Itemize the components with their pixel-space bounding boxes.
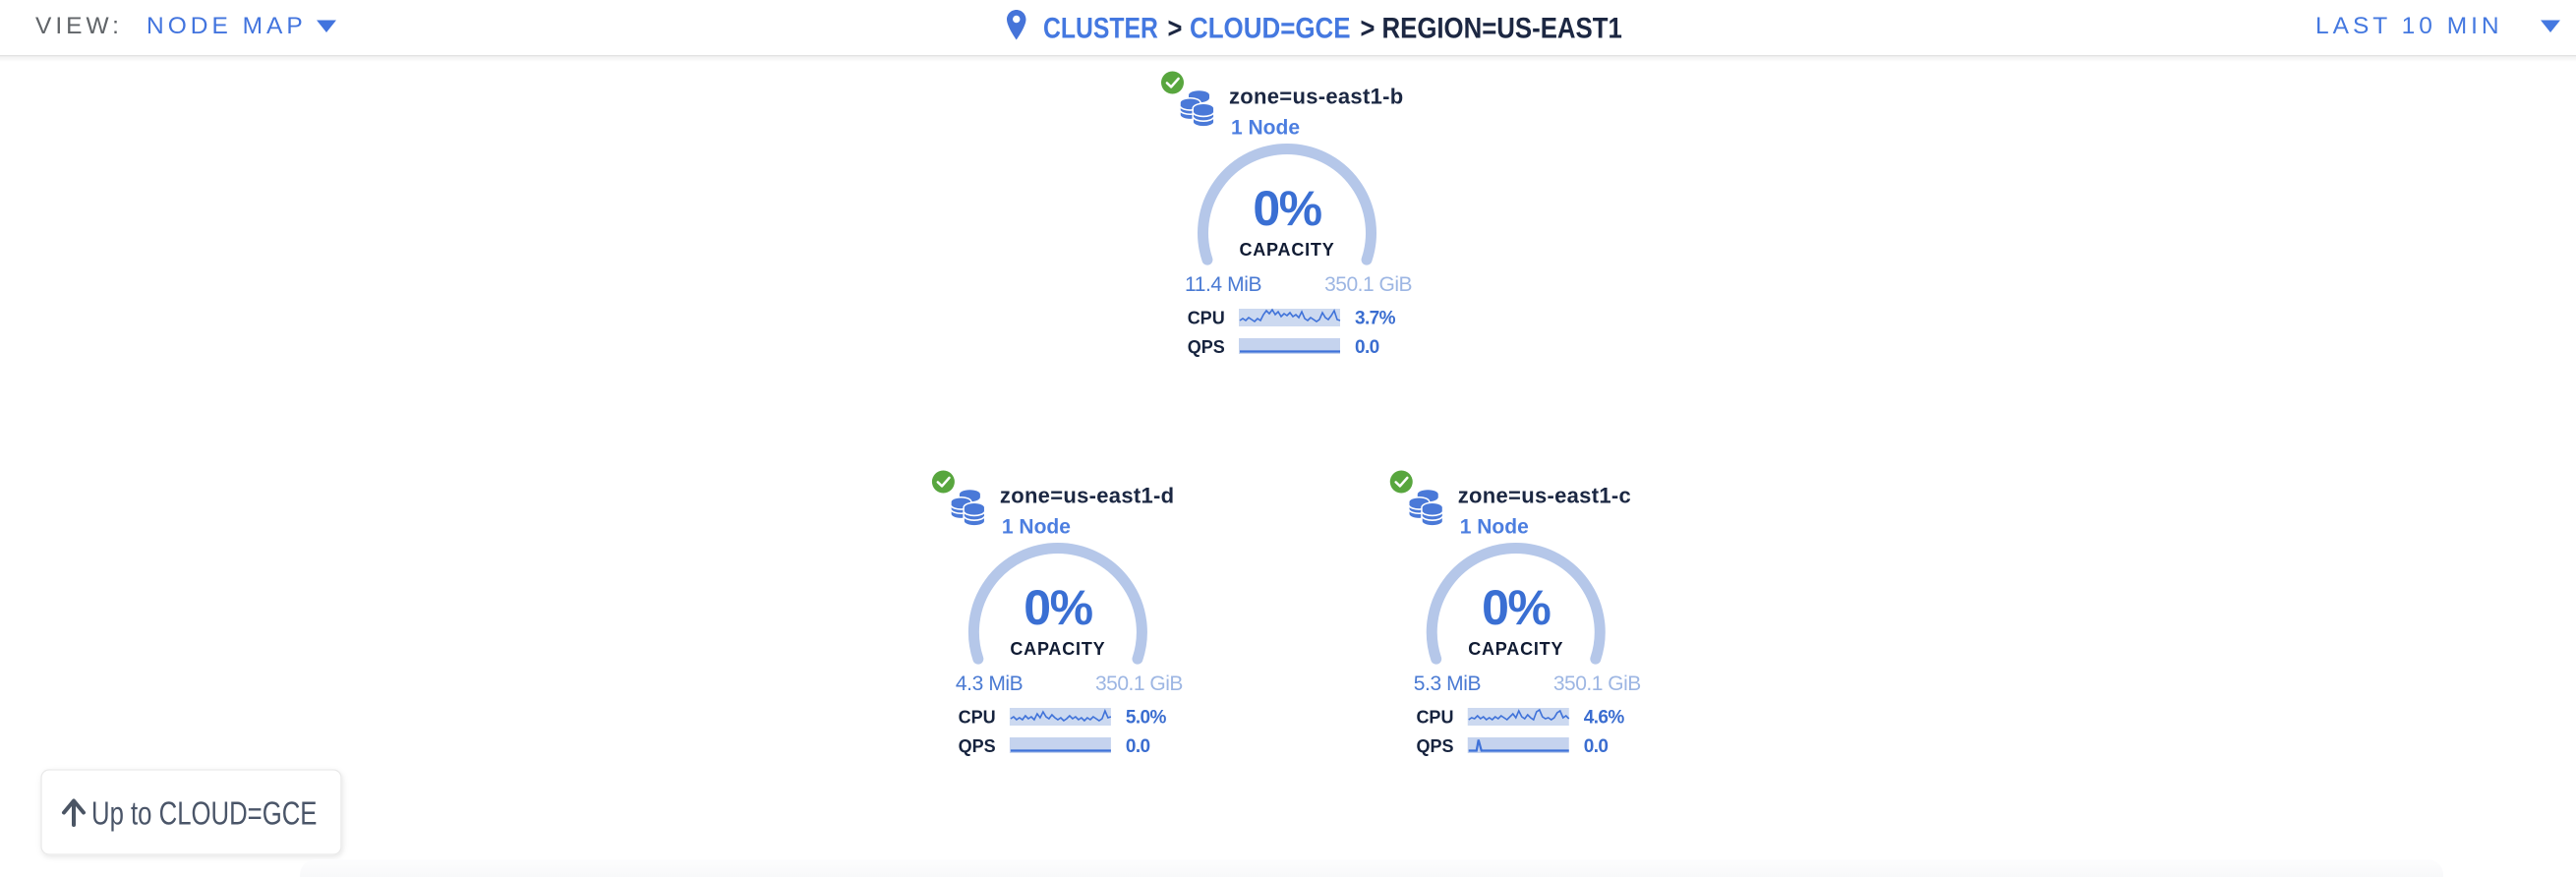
svg-text:350.1 GiB: 350.1 GiB [1095,672,1183,695]
svg-text:CLOUD=GCE: CLOUD=GCE [1190,12,1351,44]
svg-text:NODE MAP: NODE MAP [146,13,307,39]
svg-text:350.1 GiB: 350.1 GiB [1553,672,1641,695]
svg-text:4.3 MiB: 4.3 MiB [956,672,1023,695]
svg-text:CPU: CPU [959,707,996,727]
svg-text:zone=us-east1-c: zone=us-east1-c [1458,484,1631,508]
svg-text:5.3 MiB: 5.3 MiB [1414,672,1481,695]
svg-text:>: > [1168,12,1183,44]
svg-text:3.7%: 3.7% [1355,308,1396,328]
svg-text:1 Node: 1 Node [1460,516,1529,539]
svg-text:CAPACITY: CAPACITY [1010,639,1105,659]
svg-text:QPS: QPS [1416,736,1453,756]
svg-text:0.0: 0.0 [1584,736,1609,757]
svg-text:0.0: 0.0 [1126,736,1150,757]
svg-text:CLUSTER: CLUSTER [1043,11,1158,44]
svg-text:0%: 0% [1482,580,1551,635]
svg-text:CAPACITY: CAPACITY [1468,639,1563,659]
svg-text:0%: 0% [1024,580,1092,635]
svg-text:zone=us-east1-d: zone=us-east1-d [1000,484,1175,508]
svg-text:zone=us-east1-b: zone=us-east1-b [1229,85,1404,109]
svg-text:350.1 GiB: 350.1 GiB [1324,273,1412,296]
svg-text:QPS: QPS [959,736,996,756]
svg-text:5.0%: 5.0% [1126,707,1167,728]
svg-text:1 Node: 1 Node [1002,516,1071,539]
svg-text:VIEW:: VIEW: [35,13,123,39]
svg-text:CAPACITY: CAPACITY [1239,240,1334,260]
svg-text:Up to CLOUD=GCE: Up to CLOUD=GCE [91,796,317,833]
svg-text:0.0: 0.0 [1355,337,1379,358]
svg-text:CPU: CPU [1416,707,1453,727]
svg-text:CPU: CPU [1188,308,1225,327]
svg-text:11.4 MiB: 11.4 MiB [1185,273,1261,296]
svg-text:REGION=US-EAST1: REGION=US-EAST1 [1382,12,1622,44]
svg-text:QPS: QPS [1188,337,1225,357]
svg-text:>: > [1361,12,1376,44]
svg-text:0%: 0% [1253,181,1321,236]
svg-text:1 Node: 1 Node [1231,117,1300,140]
svg-text:LAST 10 MIN: LAST 10 MIN [2315,13,2503,39]
svg-text:4.6%: 4.6% [1584,707,1625,728]
